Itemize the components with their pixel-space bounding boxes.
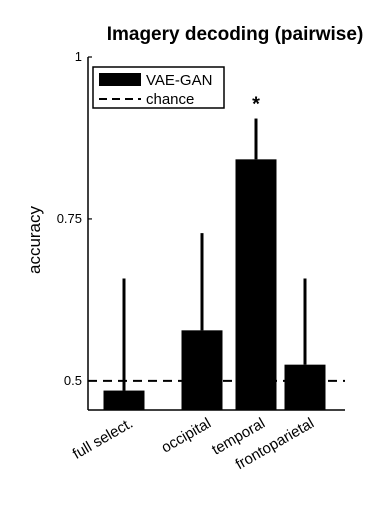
bar-2 [235,159,277,410]
bar-3 [284,364,326,410]
legend-swatch-bar [99,73,141,86]
legend-label-series: VAE-GAN [146,72,212,89]
x-tick-label-0: full select. [70,415,136,463]
y-tick-label-2: 1 [75,49,82,64]
bar-0 [103,390,145,410]
legend-label-chance: chance [146,91,194,108]
y-axis-label: accuracy [25,205,44,274]
chart-title: Imagery decoding (pairwise) [107,24,364,45]
plot-area: 0.50.751*full select. occipitaltemporalfr… [57,49,345,473]
y-tick-label-0: 0.5 [64,373,82,388]
legend: VAE-GAN chance [92,66,225,109]
x-tick-label-1: occipital [159,415,214,457]
significance-marker-0: * [252,94,260,116]
bar-1 [181,330,223,410]
y-tick-label-1: 0.75 [57,211,82,226]
